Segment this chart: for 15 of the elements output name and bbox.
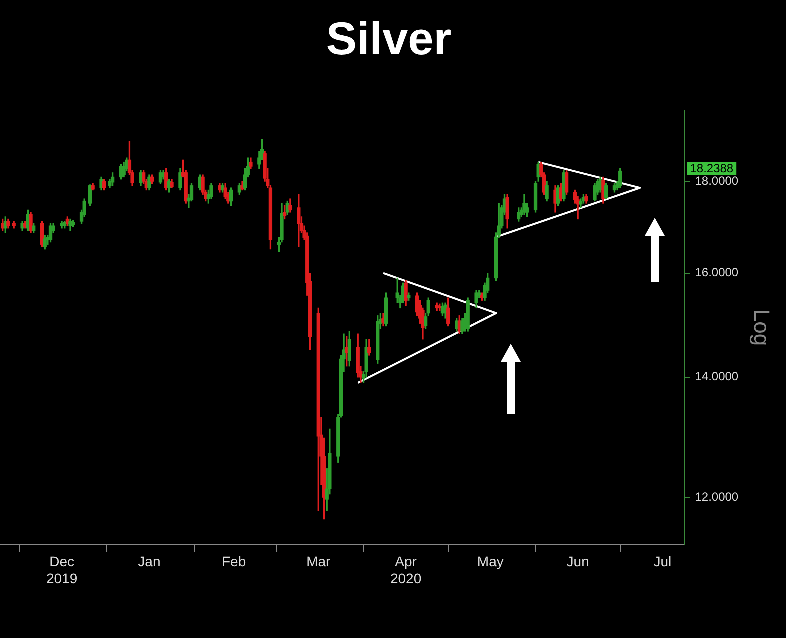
- x-tick-label: Mar: [306, 554, 332, 570]
- x-tick-label: Jun: [566, 554, 590, 570]
- y-axis-title: Log: [750, 309, 775, 346]
- x-tick-label: May: [477, 554, 504, 570]
- text: 18.2388: [690, 162, 734, 176]
- y-tick-label: 12.0000: [695, 490, 739, 504]
- x-tick-label: Dec 2019: [46, 554, 78, 586]
- x-tick-label: Feb: [222, 554, 246, 570]
- x-tick-label: Apr 2020: [390, 554, 422, 586]
- y-tick-label: 14.0000: [695, 370, 739, 384]
- x-tick-label: Jul: [654, 554, 672, 570]
- y-tick-label: 18.0000: [695, 174, 739, 188]
- x-tick-label: Jan: [138, 554, 161, 570]
- y-tick-label: 16.0000: [695, 266, 739, 280]
- chart-title: Silver: [326, 12, 452, 64]
